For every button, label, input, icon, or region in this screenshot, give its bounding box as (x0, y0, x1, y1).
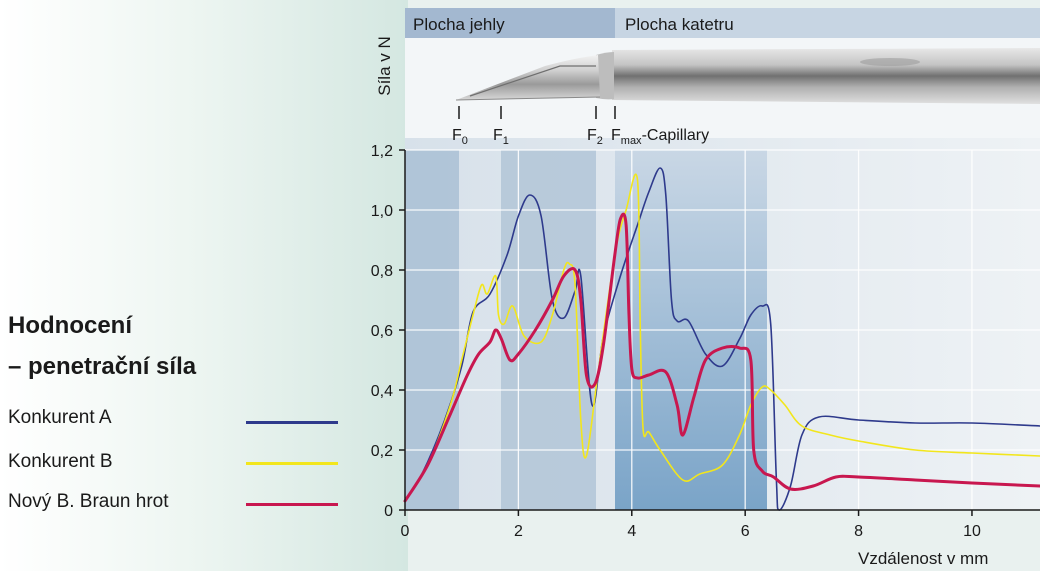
needle-zone-label: Plocha jehly (413, 15, 505, 34)
marker-f1: F1 (493, 127, 509, 147)
grid (405, 149, 1040, 510)
y-tick-label: 0,6 (371, 323, 393, 340)
x-tick-label: 10 (963, 523, 981, 540)
legend-swatch-braun (246, 503, 338, 506)
x-tick-label: 6 (741, 523, 750, 540)
x-tick-label: 4 (627, 523, 636, 540)
legend-swatch-konkurent-b (246, 462, 338, 465)
needle-zone-bar (405, 8, 615, 38)
f-marker-ticks (458, 106, 616, 119)
needle-illustration (405, 38, 1040, 138)
marker-f2: F2 (587, 127, 603, 147)
y-tick-label: 1,0 (371, 203, 393, 220)
catheter-zone-label: Plocha katetru (625, 15, 734, 34)
panel-title-line1: Hodnocení (8, 312, 132, 339)
series-line-3 (403, 212, 1040, 503)
x-tick-label: 8 (854, 523, 863, 540)
x-tick-label: 0 (401, 523, 410, 540)
catheter-zone-bar (615, 8, 1040, 38)
y-tick-label: 0,2 (371, 443, 393, 460)
legend-panel (0, 0, 408, 571)
legend-label-konkurent-a: Konkurent A (8, 407, 112, 428)
panel-title-line2: – penetrační síla (8, 353, 197, 380)
y-tick-label: 0,4 (371, 383, 393, 400)
marker-f0: F0 (452, 127, 468, 147)
series-layer (403, 167, 1040, 511)
marker-fmax: Fmax-Capillary (611, 127, 709, 147)
legend-label-konkurent-b: Konkurent B (8, 451, 113, 472)
legend-label-braun: Nový B. Braun hrot (8, 491, 169, 512)
x-tick-label: 2 (514, 523, 523, 540)
y-tick-label: 0 (384, 503, 393, 520)
y-tick-label: 1,2 (371, 143, 393, 160)
x-axis-label: Vzdálenost v mm (858, 549, 988, 568)
y-axis-label: Síla v N (375, 36, 394, 96)
legend-swatch-konkurent-a (246, 421, 338, 424)
series-line-1 (404, 167, 1040, 511)
y-tick-label: 0,8 (371, 263, 393, 280)
axis-ticks: 0 0,2 0,4 0,6 0,8 1,0 1,2 0 2 4 6 8 10 (371, 143, 981, 540)
